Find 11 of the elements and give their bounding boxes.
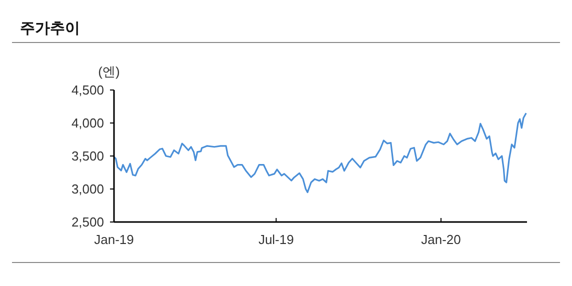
x-tick-label: Jan-20 [421, 232, 461, 247]
y-axis-title: (엔) [98, 64, 120, 79]
y-tick-label: 4,000 [71, 116, 104, 131]
line-series [113, 112, 527, 194]
x-tick-label: Jul-19 [258, 232, 294, 247]
x-tick-label: Jan-19 [94, 232, 134, 247]
y-tick-label: 3,000 [71, 182, 104, 197]
y-tick-label: 3,500 [71, 148, 104, 164]
y-tick-label: 2,500 [71, 214, 104, 230]
chart-title: 주가추이 [20, 20, 80, 37]
y-tick-label: 4,500 [71, 82, 104, 98]
